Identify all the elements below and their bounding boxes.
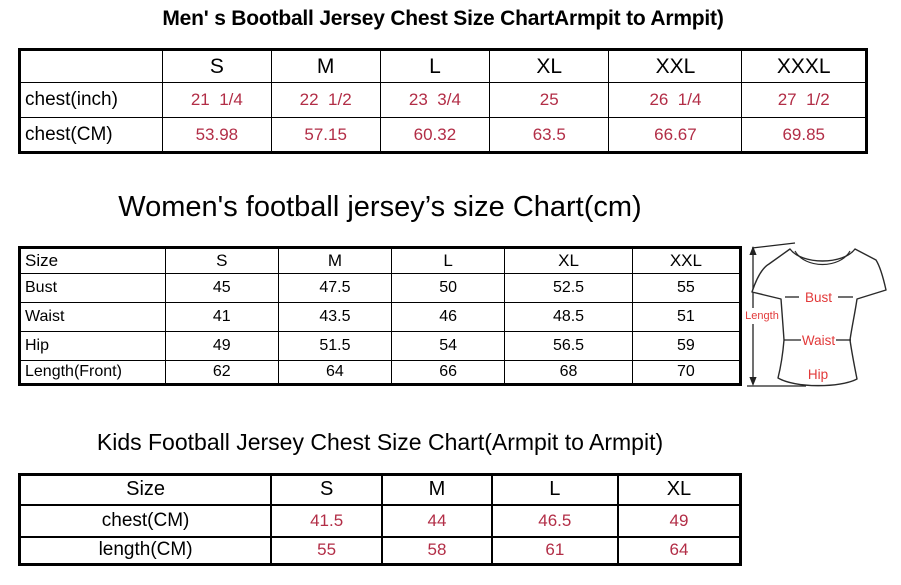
column-header: L [391, 247, 506, 274]
row-label: chest(inch) [18, 82, 164, 118]
cell-value: 55 [631, 273, 742, 303]
table-row: length(CM) 55 58 61 64 [18, 535, 742, 566]
cell-value: 27 1/2 [741, 82, 867, 118]
row-label: Length(Front) [19, 360, 166, 385]
cell-value: 55 [270, 535, 384, 566]
row-label: chest(CM) [18, 503, 273, 538]
column-header: S [164, 247, 279, 274]
womens-size-table: Size S M L XL XXL Bust 45 47.5 50 52.5 5… [18, 246, 742, 386]
cell-value: 41.5 [270, 503, 384, 538]
cell-value: 22 1/2 [270, 82, 381, 118]
cell-value: 46 [391, 302, 506, 332]
column-header: M [277, 247, 393, 274]
bust-label: Bust [805, 290, 832, 305]
table-row: Length(Front) 62 64 66 68 70 [19, 360, 742, 385]
table-row: chest(CM) 41.5 44 46.5 49 [18, 503, 742, 538]
cell-value: 69.85 [741, 117, 867, 153]
cell-value: 61 [490, 535, 619, 566]
tshirt-outline [751, 248, 887, 387]
cell-value: 57.15 [270, 117, 381, 153]
column-header: M [270, 49, 381, 83]
table-row: Hip 49 51.5 54 56.5 59 [19, 331, 742, 361]
row-label: length(CM) [18, 535, 273, 566]
cell-value: 68 [504, 360, 633, 385]
cell-value: 46.5 [490, 503, 619, 538]
hip-label: Hip [808, 367, 828, 382]
length-label: Length [745, 310, 779, 322]
kids-chart-title: Kids Football Jersey Chest Size Chart(Ar… [96, 429, 664, 455]
table-header-row: S M L XL XXL XXXL [18, 49, 867, 83]
cell-value: 60.32 [379, 117, 491, 153]
cell-value: 41 [164, 302, 279, 332]
cell-value: 43.5 [277, 302, 393, 332]
top-guide-line [751, 242, 796, 249]
cell-value: 25 [489, 82, 610, 118]
column-header: Size [18, 473, 273, 506]
cell-value: 48.5 [504, 302, 633, 332]
column-header: XL [616, 473, 742, 506]
womens-chart-title: Women's football jersey’s size Chart(cm) [118, 191, 642, 223]
kids-size-table: Size S M L XL chest(CM) 41.5 44 46.5 49 … [18, 473, 742, 566]
column-header: XXL [608, 49, 743, 83]
cell-value: 54 [391, 331, 506, 361]
cell-value: 47.5 [277, 273, 393, 303]
cell-value: 64 [277, 360, 393, 385]
table-header-row: Size S M L XL XXL [19, 247, 742, 274]
column-header: S [162, 49, 272, 83]
row-label: Waist [19, 302, 166, 332]
length-arrow-icon [749, 246, 757, 386]
cell-value: 21 1/4 [162, 82, 272, 118]
cell-value: 58 [381, 535, 493, 566]
cell-value: 45 [164, 273, 279, 303]
cell-value: 59 [631, 331, 742, 361]
column-header: XXL [631, 247, 742, 274]
tshirt-measurement-diagram: Bust Waist Hip Length [745, 242, 887, 387]
table-row: chest(CM) 53.98 57.15 60.32 63.5 66.67 6… [18, 117, 867, 153]
column-header: XL [489, 49, 610, 83]
cell-value: 66.67 [608, 117, 743, 153]
column-header: L [379, 49, 491, 83]
cell-value: 44 [381, 503, 493, 538]
measurement-lines [784, 296, 853, 341]
column-header: S [270, 473, 384, 506]
column-header: XXXL [741, 49, 867, 83]
row-label: Hip [19, 331, 166, 361]
cell-value: 50 [391, 273, 506, 303]
column-header: L [490, 473, 619, 506]
table-header-row: Size S M L XL [18, 473, 742, 506]
cell-value: 51.5 [277, 331, 393, 361]
cell-value: 49 [164, 331, 279, 361]
cell-value: 64 [616, 535, 742, 566]
cell-value: 63.5 [489, 117, 610, 153]
cell-value: 70 [631, 360, 742, 385]
cell-value: 51 [631, 302, 742, 332]
cell-value: 49 [616, 503, 742, 538]
mens-chart-title: Men' s Bootball Jersey Chest Size ChartA… [162, 7, 724, 30]
table-row: Bust 45 47.5 50 52.5 55 [19, 273, 742, 303]
cell-value: 26 1/4 [608, 82, 743, 118]
row-label: Bust [19, 273, 166, 303]
cell-value: 66 [391, 360, 506, 385]
table-row: chest(inch) 21 1/4 22 1/2 23 3/4 25 26 1… [18, 82, 867, 118]
cell-value: 52.5 [504, 273, 633, 303]
column-header [18, 49, 164, 83]
column-header: M [381, 473, 493, 506]
cell-value: 56.5 [504, 331, 633, 361]
cell-value: 53.98 [162, 117, 272, 153]
table-row: Waist 41 43.5 46 48.5 51 [19, 302, 742, 332]
cell-value: 62 [164, 360, 279, 385]
column-header: Size [19, 247, 166, 274]
tshirt-collar-inner [794, 250, 851, 265]
column-header: XL [504, 247, 633, 274]
mens-size-table: S M L XL XXL XXXL chest(inch) 21 1/4 22 … [18, 48, 868, 154]
cell-value: 23 3/4 [379, 82, 491, 118]
waist-label: Waist [802, 333, 835, 348]
row-label: chest(CM) [18, 117, 164, 153]
